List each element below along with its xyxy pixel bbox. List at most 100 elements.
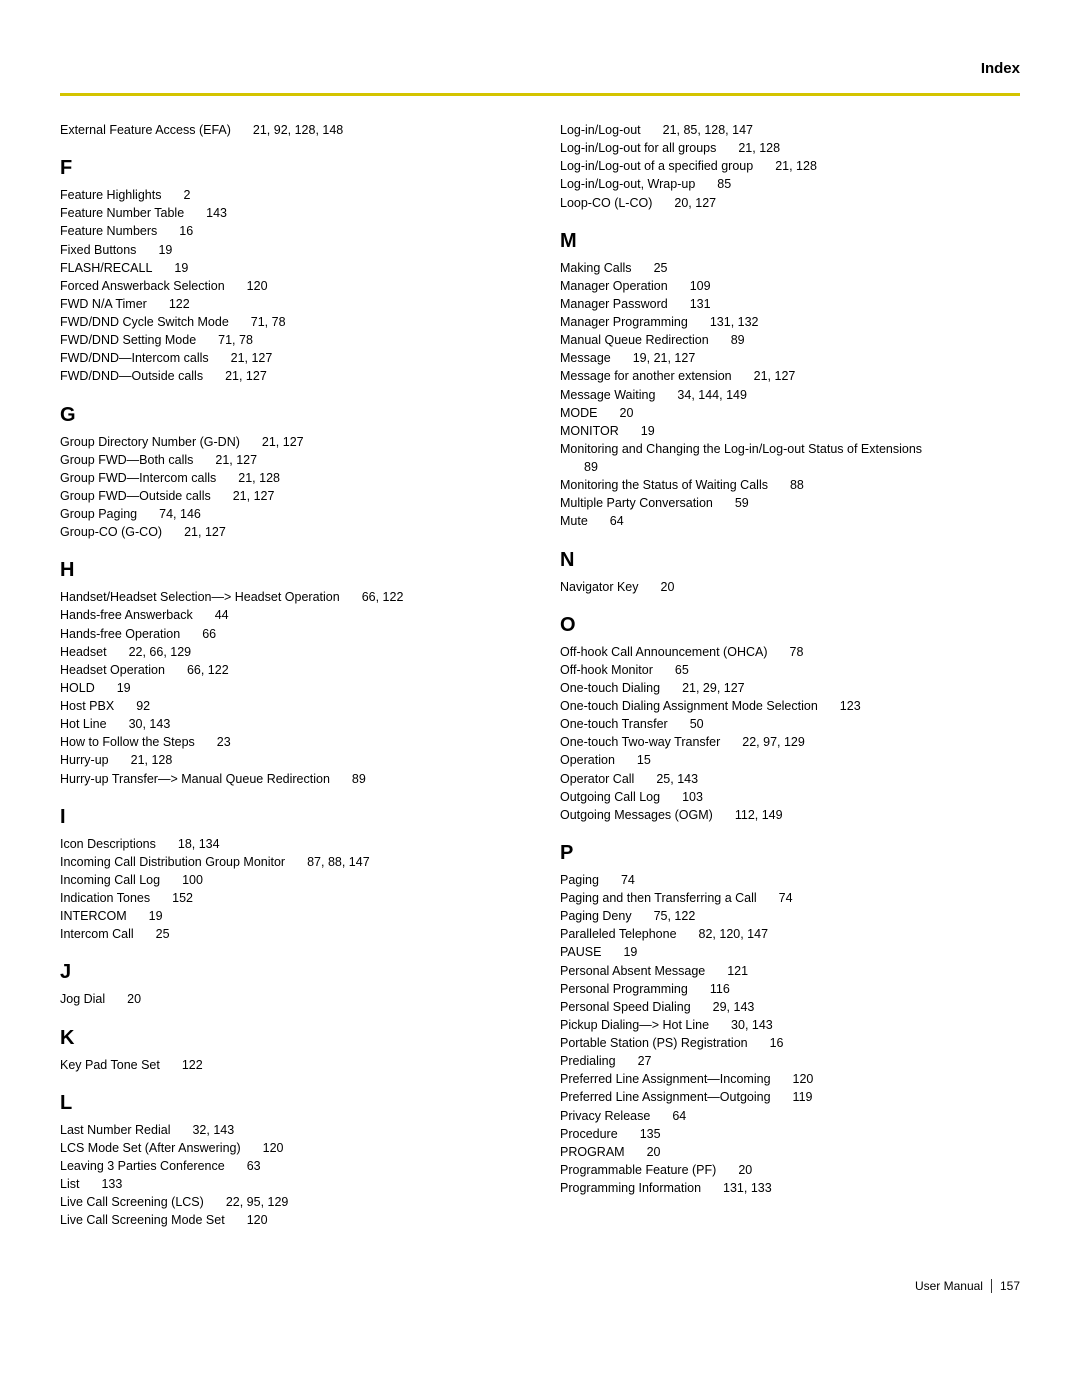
index-entry: Live Call Screening (LCS) 22, 95, 129: [60, 1193, 520, 1211]
index-term: Headset: [60, 645, 107, 659]
index-pages: 120: [247, 1213, 268, 1227]
index-pages: 135: [640, 1127, 661, 1141]
index-term: INTERCOM: [60, 909, 127, 923]
index-pages: 21, 127: [215, 453, 257, 467]
index-term: MONITOR: [560, 424, 619, 438]
index-pages: 21, 85, 128, 147: [663, 123, 753, 137]
index-entry: Off-hook Call Announcement (OHCA) 78: [560, 643, 1020, 661]
index-pages: 85: [717, 177, 731, 191]
index-entry: Monitoring and Changing the Log-in/Log-o…: [560, 440, 1020, 476]
header-rule: [60, 93, 1020, 96]
index-pages: 21, 128: [131, 753, 173, 767]
index-term: LCS Mode Set (After Answering): [60, 1141, 241, 1155]
index-pages: 19: [641, 424, 655, 438]
index-term: PAUSE: [560, 945, 601, 959]
index-pages: 18, 134: [178, 837, 220, 851]
index-pages: 122: [182, 1058, 203, 1072]
index-letter: P: [560, 842, 1020, 865]
index-pages: 66, 122: [362, 590, 404, 604]
index-term: External Feature Access (EFA): [60, 123, 231, 137]
index-entry: Paging Deny75, 122: [560, 907, 1020, 925]
index-term: Live Call Screening (LCS): [60, 1195, 204, 1209]
index-entry: LCS Mode Set (After Answering)120: [60, 1139, 520, 1157]
index-term: Group FWD—Intercom calls: [60, 471, 216, 485]
index-entry: Outgoing Call Log103: [560, 788, 1020, 806]
index-pages: 152: [172, 891, 193, 905]
index-entry: Group Directory Number (G-DN)21, 127: [60, 433, 520, 451]
index-term: FWD/DND—Outside calls: [60, 369, 203, 383]
index-pages: 21, 128: [238, 471, 280, 485]
index-entry: Personal Programming116: [560, 980, 1020, 998]
index-term: Procedure: [560, 1127, 618, 1141]
index-entry: FWD/DND Setting Mode71, 78: [60, 331, 520, 349]
index-term: Personal Programming: [560, 982, 688, 996]
index-term: Hurry-up: [60, 753, 109, 767]
index-pages: 16: [179, 224, 193, 238]
index-term: Message Waiting: [560, 388, 655, 402]
index-pages: 121: [727, 964, 748, 978]
index-entry: Handset/Headset Selection—> Headset Oper…: [60, 588, 520, 606]
index-pages: 21, 127: [754, 369, 796, 383]
index-entry: Paralleled Telephone82, 120, 147: [560, 925, 1020, 943]
index-term: Pickup Dialing—> Hot Line: [560, 1018, 709, 1032]
index-entry: Headset Operation66, 122: [60, 661, 520, 679]
index-term: Leaving 3 Parties Conference: [60, 1159, 225, 1173]
index-entry: Log-in/Log-out of a specified group21, 1…: [560, 157, 1020, 175]
index-pages: 21, 128: [738, 141, 780, 155]
index-pages: 64: [610, 514, 624, 528]
index-term: Paging Deny: [560, 909, 632, 923]
index-entry: Hurry-up 21, 128: [60, 751, 520, 769]
index-entry: Manual Queue Redirection89: [560, 331, 1020, 349]
index-pages: 74: [779, 891, 793, 905]
index-term: Multiple Party Conversation: [560, 496, 713, 510]
index-entry: Predialing27: [560, 1052, 1020, 1070]
index-entry: Leaving 3 Parties Conference63: [60, 1157, 520, 1175]
index-term: Preferred Line Assignment—Outgoing: [560, 1090, 771, 1104]
index-pages: 25, 143: [656, 772, 698, 786]
index-pages: 120: [793, 1072, 814, 1086]
index-pages: 78: [790, 645, 804, 659]
index-pages: 22, 95, 129: [226, 1195, 289, 1209]
index-term: Incoming Call Distribution Group Monitor: [60, 855, 285, 869]
index-term: Log-in/Log-out: [560, 123, 641, 137]
index-term: One-touch Two-way Transfer: [560, 735, 720, 749]
index-pages: 66: [202, 627, 216, 641]
index-term: Hurry-up Transfer—> Manual Queue Redirec…: [60, 772, 330, 786]
index-pages: 131, 132: [710, 315, 759, 329]
index-term: Headset Operation: [60, 663, 165, 677]
index-entry: One-touch Dialing Assignment Mode Select…: [560, 697, 1020, 715]
index-entry: Mute64: [560, 512, 1020, 530]
index-letter: I: [60, 806, 520, 829]
index-term: Group Paging: [60, 507, 137, 521]
index-entry: Loop-CO (L-CO)20, 127: [560, 194, 1020, 212]
index-entry: Programming Information131, 133: [560, 1179, 1020, 1197]
index-term: PROGRAM: [560, 1145, 625, 1159]
index-pages: 2: [183, 188, 190, 202]
index-term: Personal Speed Dialing: [560, 1000, 691, 1014]
index-letter: N: [560, 549, 1020, 572]
index-term: Loop-CO (L-CO): [560, 196, 652, 210]
index-entry: External Feature Access (EFA)21, 92, 128…: [60, 121, 520, 139]
index-term: Incoming Call Log: [60, 873, 160, 887]
index-pages: 20: [647, 1145, 661, 1159]
index-term: Feature Numbers: [60, 224, 157, 238]
index-pages: 74, 146: [159, 507, 201, 521]
index-term: Group Directory Number (G-DN): [60, 435, 240, 449]
index-pages: 50: [690, 717, 704, 731]
index-term: Off-hook Call Announcement (OHCA): [560, 645, 768, 659]
index-entry: Privacy Release64: [560, 1107, 1020, 1125]
index-term: Manager Programming: [560, 315, 688, 329]
index-term: FLASH/RECALL: [60, 261, 152, 275]
index-entry: Feature Number Table143: [60, 204, 520, 222]
index-letter: K: [60, 1027, 520, 1050]
index-pages: 59: [735, 496, 749, 510]
index-entry: One-touch Transfer50: [560, 715, 1020, 733]
index-term: Message: [560, 351, 611, 365]
index-term: Manager Password: [560, 297, 668, 311]
index-term: Paging: [560, 873, 599, 887]
index-term: How to Follow the Steps: [60, 735, 195, 749]
index-entry: Manager Password131: [560, 295, 1020, 313]
index-entry: PROGRAM 20: [560, 1143, 1020, 1161]
index-pages: 15: [637, 753, 651, 767]
index-entry: PAUSE19: [560, 943, 1020, 961]
